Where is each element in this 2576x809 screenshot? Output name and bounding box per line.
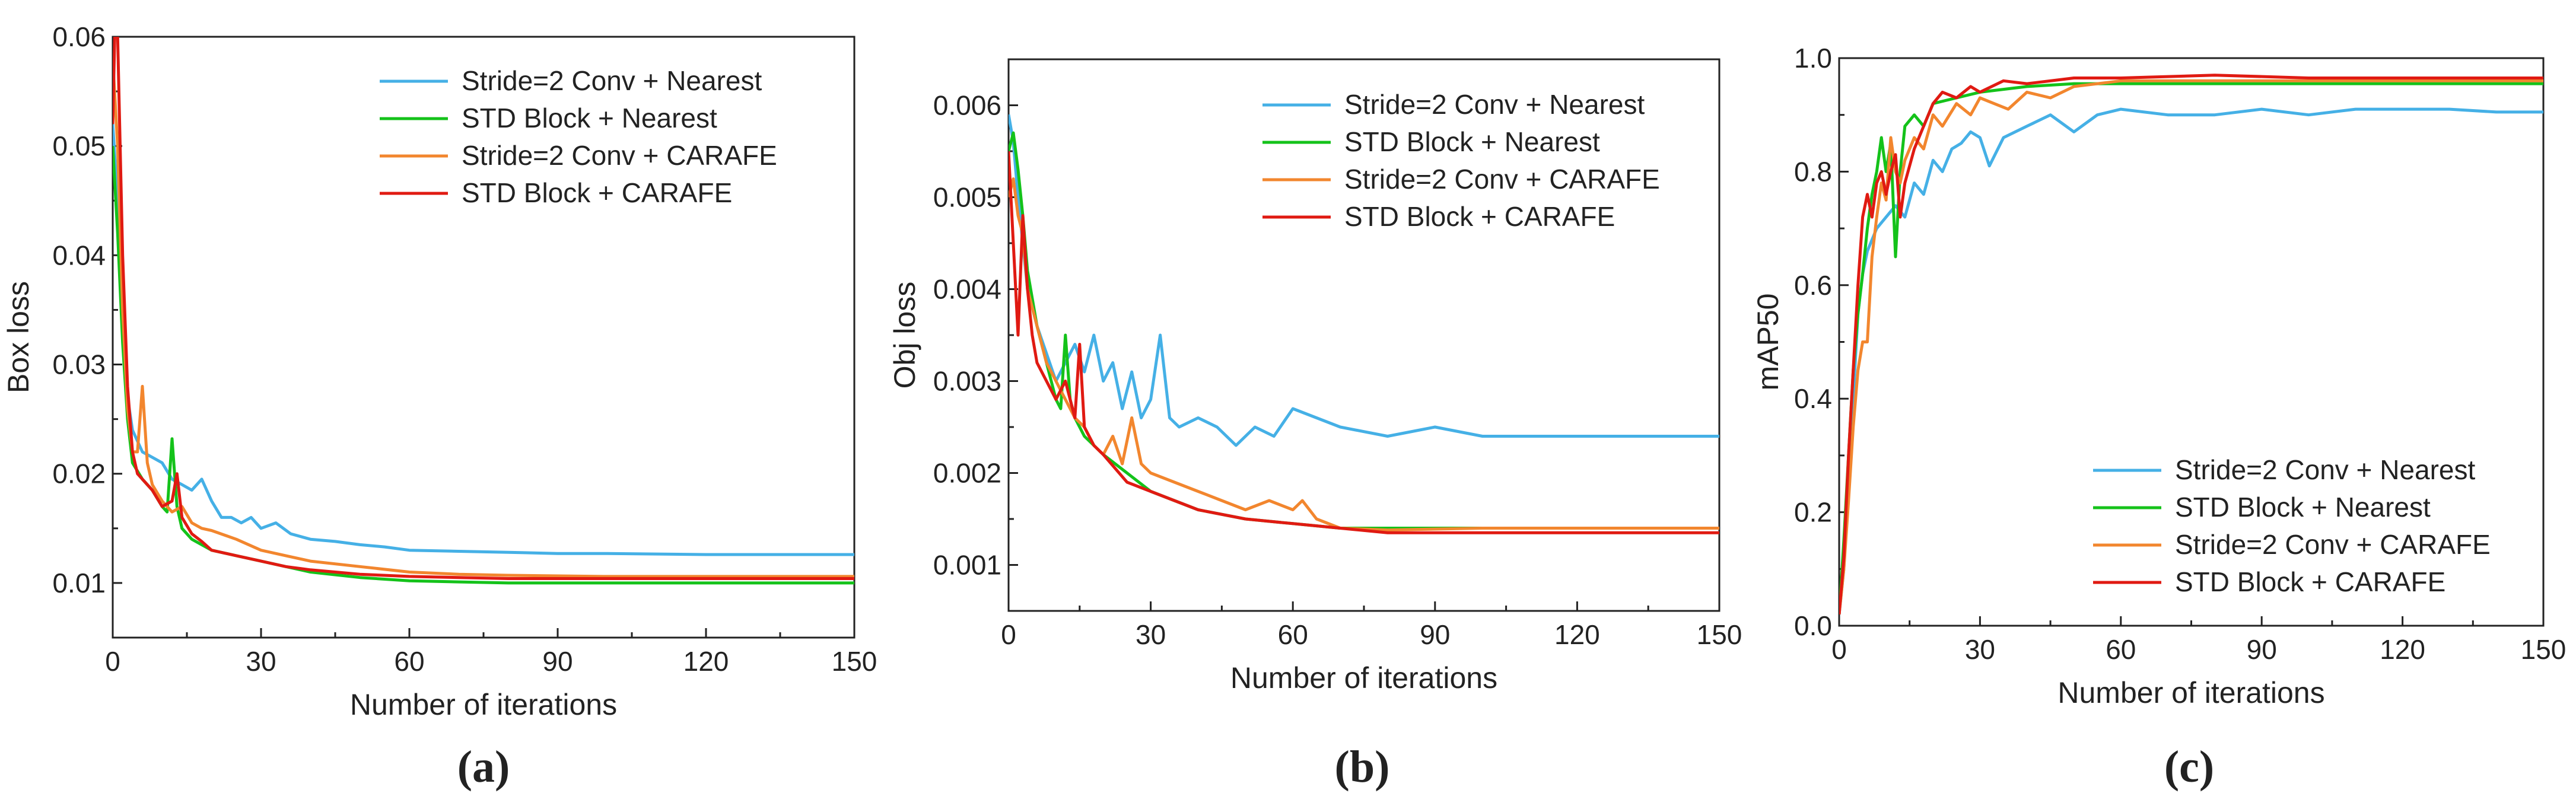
x-tick-label: 0 xyxy=(1001,619,1016,650)
chart-panel-c: 0 30 60 90 120 150 0.0 0.2 0.4 0.6 0.8 1.0 Number of… xyxy=(1751,43,2566,792)
x-tick-label: 0 xyxy=(105,646,120,677)
y-tick-label: 1.0 xyxy=(1794,43,1832,74)
x-tick-label: 150 xyxy=(832,646,877,677)
legend-label: Stride=2 Conv + CARAFE xyxy=(462,140,777,171)
legend: Stride=2 Conv + Nearest STD Block + Neare… xyxy=(1262,89,1660,232)
x-tick-label: 60 xyxy=(1278,619,1308,650)
x-tick-label: 30 xyxy=(246,646,276,677)
legend-label: STD Block + Nearest xyxy=(2175,492,2431,523)
legend: Stride=2 Conv + Nearest STD Block + Neare… xyxy=(2093,454,2491,597)
x-tick-label: 30 xyxy=(1136,619,1166,650)
x-tick-label: 0 xyxy=(1831,634,1847,665)
x-tick-label: 90 xyxy=(2247,634,2277,665)
series-line xyxy=(1839,74,2543,615)
y-tick-label: 0.02 xyxy=(52,458,106,489)
y-tick-label: 0.2 xyxy=(1794,497,1832,528)
x-tick-label: 120 xyxy=(2380,634,2425,665)
series-line xyxy=(113,124,854,556)
x-axis-label: Number of iterations xyxy=(350,688,617,721)
x-tick-label: 150 xyxy=(2521,634,2567,665)
y-tick-label: 0.4 xyxy=(1794,383,1832,414)
legend: Stride=2 Conv + Nearest STD Block + Neare… xyxy=(380,65,777,208)
x-tick-label: 120 xyxy=(1554,619,1600,650)
y-tick-label: 0.001 xyxy=(933,550,1001,581)
y-tick-label: 0.6 xyxy=(1794,270,1832,301)
y-tick-label: 0.8 xyxy=(1794,156,1832,187)
legend-label: STD Block + CARAFE xyxy=(462,177,732,208)
series-line xyxy=(1009,151,1719,534)
y-tick-label: 0.06 xyxy=(52,21,106,52)
y-tick-label: 0.04 xyxy=(52,240,106,270)
y-axis-label: mAP50 xyxy=(1751,294,1785,391)
series-line xyxy=(113,37,854,580)
legend-label: STD Block + Nearest xyxy=(462,103,717,133)
series-group xyxy=(113,37,854,585)
series-line xyxy=(1009,177,1719,532)
y-axis-label: Box loss xyxy=(2,281,35,393)
chart-panel-b: 0 30 60 90 120 150 0.001 0.002 0.003 0.004 0.005 0.… xyxy=(888,58,1742,792)
y-axis-label: Obj loss xyxy=(888,282,921,389)
panel-label: (b) xyxy=(1335,742,1390,792)
chart-panel-a: 0 30 60 90 120 150 0.01 0.02 0.03 0.04 0.05 0.06 Num… xyxy=(2,21,877,792)
y-tick-label: 0.03 xyxy=(52,349,106,380)
x-tick-label: 30 xyxy=(1965,634,1995,665)
y-tick-label: 0.005 xyxy=(933,182,1001,213)
series-line xyxy=(113,58,854,578)
legend-label: Stride=2 Conv + Nearest xyxy=(2175,454,2475,485)
x-tick-label: 150 xyxy=(1697,619,1742,650)
x-tick-label: 120 xyxy=(683,646,729,677)
y-tick-label: 0.004 xyxy=(933,274,1001,305)
x-axis-label: Number of iterations xyxy=(2057,676,2324,709)
y-tick-label: 0.0 xyxy=(1794,610,1832,641)
legend-label: Stride=2 Conv + CARAFE xyxy=(2175,529,2491,560)
series-line xyxy=(1839,107,2543,615)
legend-label: Stride=2 Conv + Nearest xyxy=(462,65,762,96)
legend-label: Stride=2 Conv + Nearest xyxy=(1344,89,1645,120)
series-group xyxy=(1009,114,1719,534)
panel-label: (a) xyxy=(457,742,510,792)
x-tick-label: 90 xyxy=(1420,619,1450,650)
y-tick-label: 0.01 xyxy=(52,568,106,598)
x-tick-label: 60 xyxy=(394,646,424,677)
y-tick-label: 0.003 xyxy=(933,366,1001,397)
series-line xyxy=(1839,79,2543,615)
legend-label: Stride=2 Conv + CARAFE xyxy=(1344,164,1660,195)
y-tick-label: 0.006 xyxy=(933,90,1001,121)
y-tick-label: 0.002 xyxy=(933,458,1001,489)
legend-label: STD Block + Nearest xyxy=(1344,126,1600,157)
x-tick-label: 90 xyxy=(542,646,573,677)
series-group xyxy=(1839,74,2543,615)
y-tick-label: 0.05 xyxy=(52,130,106,161)
panel-label: (c) xyxy=(2164,742,2214,792)
x-axis-label: Number of iterations xyxy=(1230,661,1497,695)
x-tick-label: 60 xyxy=(2106,634,2136,665)
legend-label: STD Block + CARAFE xyxy=(1344,201,1615,232)
legend-label: STD Block + CARAFE xyxy=(2175,566,2445,597)
